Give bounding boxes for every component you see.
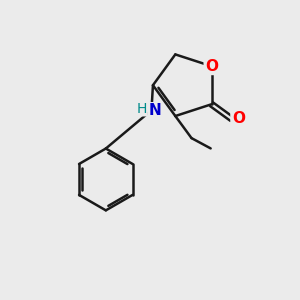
Text: O: O: [205, 59, 218, 74]
Text: O: O: [232, 112, 245, 127]
Text: H: H: [137, 102, 147, 116]
Text: N: N: [148, 103, 161, 118]
